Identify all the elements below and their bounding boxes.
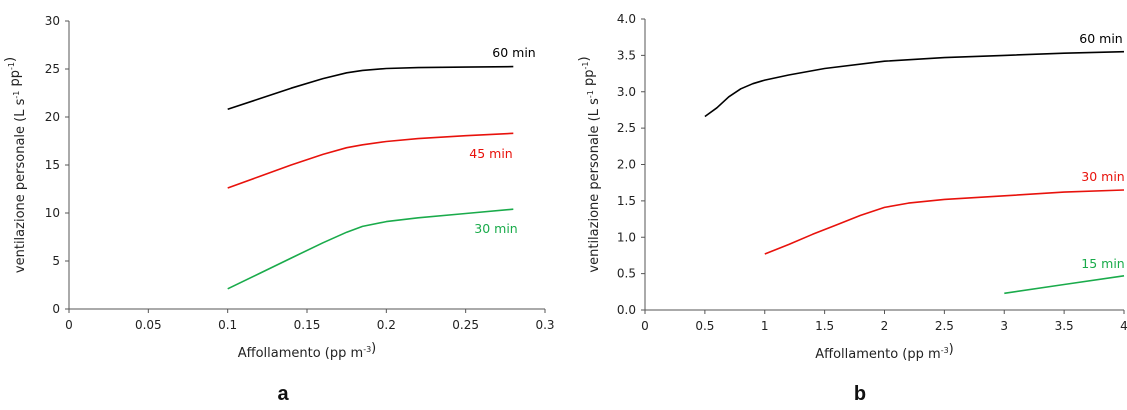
y-tick-label: 0 [52,302,60,316]
series-line-60-min [227,65,514,111]
x-tick-label: 1 [761,319,769,333]
y-tick-label: 0.5 [617,267,636,281]
y-axis-label: ventilazione personale (L s-1 pp-1) [3,57,28,273]
x-tick-label: 0.3 [535,318,554,332]
x-tick-label: 3.5 [1055,319,1074,333]
y-tick-label: 0.0 [617,303,636,317]
y-tick-label: 30 [45,14,60,28]
series-line-30-min [764,189,1125,255]
x-tick-label: 0.15 [294,318,321,332]
y-tick-label: 3.0 [617,85,636,99]
x-tick-label: 0 [65,318,73,332]
x-tick-label: 0.05 [135,318,162,332]
y-tick-label: 25 [45,62,60,76]
series-label-30-min: 30 min [474,221,517,236]
y-tick-label: 2.0 [617,158,636,172]
x-tick-label: 2 [881,319,889,333]
y-tick-label: 2.5 [617,121,636,135]
y-tick-label: 3.5 [617,48,636,62]
x-tick-label: 0 [641,319,649,333]
chart-panel-b: 0.0 0.5 1.0 1.5 2.0 2.5 3.0 3.5 4.0 0 0.5 1 1.5 2 2.5 3… [577,12,1127,405]
y-tick-label: 1.0 [617,230,636,244]
y-tick-label: 10 [45,206,60,220]
y-axis-label: ventilazione personale (L s-1 pp-1) [577,56,602,272]
series-label-15-min: 15 min [1081,256,1124,271]
x-tick-label: 3 [1000,319,1008,333]
series-line-60-min [704,50,1125,118]
series-line-45-min [227,132,514,189]
y-tick-label: 20 [45,110,60,124]
series-line-30-min [227,208,514,290]
x-tick-label: 1.5 [815,319,834,333]
y-tick-label: 4.0 [617,12,636,26]
x-tick-label: 0.2 [377,318,396,332]
y-tick-label: 1.5 [617,194,636,208]
x-axis-label: Affollamento (pp m-3) [238,341,377,361]
series-label-60-min: 60 min [1079,31,1122,46]
x-tick-label: 2.5 [935,319,954,333]
series-label-30-min: 30 min [1081,169,1124,184]
series-label-60-min: 60 min [492,45,535,60]
y-tick-label: 15 [45,158,60,172]
series-label-45-min: 45 min [469,146,512,161]
x-tick-label: 0.5 [695,319,714,333]
panel-label: a [277,383,289,405]
x-tick-label: 4 [1120,319,1127,333]
chart-panel-a: 0 5 10 15 20 25 30 0 0.05 0.1 0.15 0.2 0.25 0.3 Affoll… [3,14,555,405]
x-tick-label: 0.25 [452,318,479,332]
x-tick-label: 0.1 [218,318,237,332]
panel-label: b [854,383,866,405]
y-tick-label: 5 [52,254,60,268]
series-line-15-min [1004,275,1125,295]
x-axis-label: Affollamento (pp m-3) [815,342,954,362]
